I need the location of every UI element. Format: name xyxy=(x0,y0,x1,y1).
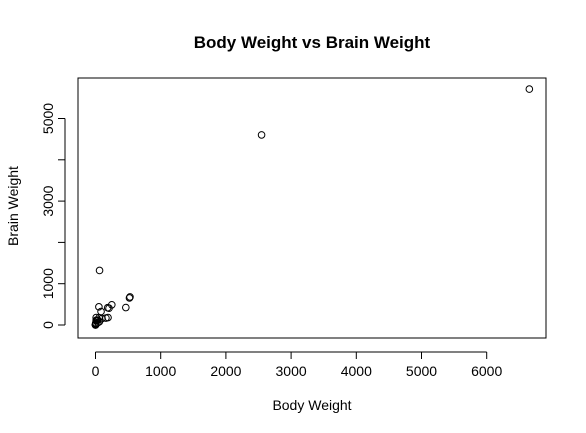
x-tick-label: 6000 xyxy=(471,363,502,379)
chart-title: Body Weight vs Brain Weight xyxy=(194,33,431,52)
y-tick-label: 5000 xyxy=(40,103,56,134)
data-point xyxy=(122,303,130,312)
x-tick-label: 4000 xyxy=(341,363,372,379)
data-point xyxy=(95,266,104,275)
data-point xyxy=(257,131,266,139)
x-tick-label: 5000 xyxy=(406,363,437,379)
y-tick-label: 1000 xyxy=(40,268,56,299)
x-axis-label: Body Weight xyxy=(272,397,351,413)
data-point xyxy=(103,303,112,312)
y-axis: 0 1000 3000 5000 xyxy=(40,103,66,329)
y-tick-label: 0 xyxy=(40,321,56,329)
x-axis: 0 1000 2000 3000 4000 5000 6000 xyxy=(92,351,502,379)
x-tick-label: 1000 xyxy=(145,363,176,379)
y-tick-label: 3000 xyxy=(40,185,56,216)
plot-frame xyxy=(77,77,547,339)
x-tick-label: 2000 xyxy=(210,363,241,379)
data-point xyxy=(525,85,534,93)
x-tick-label: 3000 xyxy=(276,363,307,379)
data-point xyxy=(95,303,103,311)
data-point xyxy=(126,293,134,301)
data-points xyxy=(91,85,534,329)
y-axis-label: Brain Weight xyxy=(5,166,21,246)
data-point xyxy=(91,319,100,328)
x-tick-label: 0 xyxy=(92,363,100,379)
